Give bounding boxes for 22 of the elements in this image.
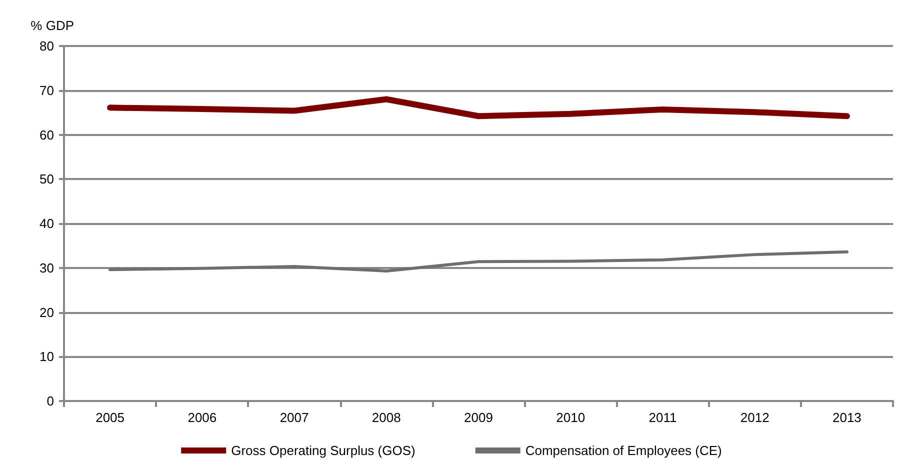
legend-label: Compensation of Employees (CE): [525, 443, 722, 458]
y-tick-label: 0: [46, 394, 54, 408]
legend-label: Gross Operating Surplus (GOS): [231, 443, 416, 458]
y-tick-label: 10: [40, 349, 54, 364]
x-tick-label: 2013: [832, 410, 862, 425]
y-tick-label: 20: [40, 304, 54, 320]
x-tick-label: 2007: [280, 410, 309, 425]
x-tick-label: 2005: [96, 410, 125, 425]
y-tick-label: 40: [40, 216, 54, 231]
line-series: [108, 250, 848, 272]
x-tick-label: 2011: [648, 410, 677, 425]
y-tick-label: 80: [40, 38, 54, 54]
x-tick-label: 2010: [556, 410, 586, 425]
y-tick-label: 50: [40, 172, 54, 187]
x-tick-label: 2012: [740, 410, 770, 425]
x-tick-label: 2006: [188, 410, 217, 425]
y-tick-label: 30: [40, 260, 54, 276]
x-tick-label: 2009: [464, 410, 493, 425]
y-tick-label: 60: [40, 127, 54, 142]
y-tick-label: 70: [40, 82, 54, 98]
y-axis-title: % GDP: [30, 18, 74, 33]
x-tick-label: 2008: [372, 410, 401, 425]
